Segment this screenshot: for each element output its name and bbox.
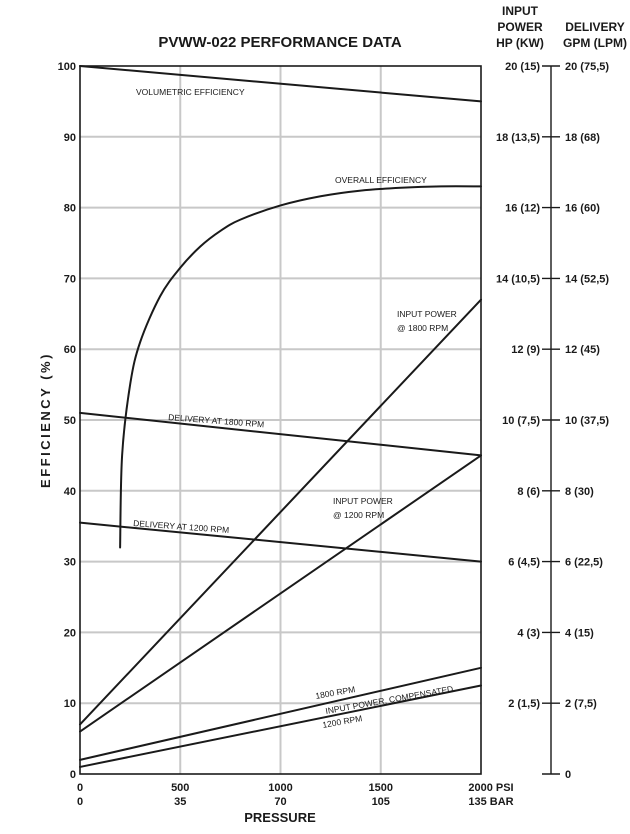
- delivery-tick-label: 18 (68): [565, 132, 600, 144]
- y-tick-label: 60: [64, 344, 76, 356]
- y-tick-label: 80: [64, 203, 76, 215]
- power-tick-label: 18 (13,5): [496, 132, 540, 144]
- label-input-power-1200-line-2: @ 1200 RPM: [333, 510, 384, 520]
- x-tick-label-bar: 35: [174, 796, 186, 808]
- grid-lines: [80, 66, 481, 774]
- delivery-tick-label: 2 (7,5): [565, 698, 597, 710]
- series-line-7: [79, 666, 482, 761]
- x-axis-ticks: 0 0 500 35 1000 70 1500 105 2000 PSI 135 BAR: [77, 782, 514, 808]
- y-tick-label: 30: [64, 557, 76, 569]
- y-tick-label: 90: [64, 132, 76, 144]
- delivery-tick-label: 10 (37,5): [565, 415, 609, 427]
- delivery-tick-label: 8 (30): [565, 486, 594, 498]
- series-line-5: [79, 454, 482, 733]
- y-tick-label: 70: [64, 273, 76, 285]
- power-tick-label: 4 (3): [517, 627, 540, 639]
- label-input-power-1200-line-1: INPUT POWER: [333, 496, 393, 506]
- delivery-tick-label: 6 (22,5): [565, 557, 603, 569]
- x-tick-label-psi: 2000 PSI: [468, 782, 513, 794]
- x-tick-label-bar: 70: [274, 796, 286, 808]
- delivery-tick-label: 14 (52,5): [565, 273, 609, 285]
- power-tick-label: 14 (10,5): [496, 273, 540, 285]
- series-line-6: [79, 521, 482, 563]
- series-line-3: [79, 298, 482, 726]
- delivery-header-line-2: GPM (LPM): [563, 36, 627, 50]
- label-input-power-1800-line-2: @ 1800 RPM: [397, 323, 448, 333]
- x-axis-label: PRESSURE: [244, 810, 316, 825]
- chart-title: PVWW-022 PERFORMANCE DATA: [158, 34, 401, 51]
- y-tick-label: 100: [58, 61, 76, 73]
- series-line-8: [79, 684, 482, 768]
- delivery-tick-label: 12 (45): [565, 344, 600, 356]
- power-header-line-1: INPUT: [502, 4, 539, 18]
- label-input-power-1800-line-1: INPUT POWER: [397, 309, 457, 319]
- x-tick-label-bar: 0: [77, 796, 83, 808]
- x-tick-label-psi: 0: [77, 782, 83, 794]
- delivery-tick-label: 20 (75,5): [565, 61, 609, 73]
- power-tick-label: 20 (15): [505, 61, 540, 73]
- label-volumetric-efficiency: VOLUMETRIC EFFICIENCY: [136, 87, 245, 97]
- power-header-line-2: POWER: [497, 20, 543, 34]
- plot-frame: [79, 65, 482, 775]
- y-tick-label: 10: [64, 698, 76, 710]
- chart-series: [79, 65, 482, 768]
- power-header-line-3: HP (KW): [496, 36, 544, 50]
- y-axis-ticks: 0 10 20 30 40 50 60 70 80 90 100: [58, 61, 76, 781]
- y-tick-label: 40: [64, 486, 76, 498]
- delivery-tick-label: 4 (15): [565, 627, 594, 639]
- power-tick-label: 2 (1,5): [508, 698, 540, 710]
- series-line-4: [79, 411, 482, 457]
- series-annotations: VOLUMETRIC EFFICIENCY OVERALL EFFICIENCY…: [133, 87, 457, 730]
- y-tick-label: 0: [70, 769, 76, 781]
- delivery-tick-label: 0: [565, 769, 571, 781]
- x-tick-label-psi: 500: [171, 782, 189, 794]
- power-tick-label: 16 (12): [505, 203, 540, 215]
- series-line-2: [119, 185, 482, 549]
- x-tick-label-psi: 1000: [268, 782, 292, 794]
- series-line-1: [79, 65, 482, 103]
- delivery-header-line-1: DELIVERY: [565, 20, 625, 34]
- label-overall-efficiency: OVERALL EFFICIENCY: [335, 175, 427, 185]
- power-tick-label: 10 (7,5): [502, 415, 540, 427]
- y-tick-label: 20: [64, 627, 76, 639]
- y-tick-label: 50: [64, 415, 76, 427]
- y-axis-label: EFFICIENCY (%): [38, 352, 53, 488]
- x-tick-label-bar: 105: [372, 796, 390, 808]
- power-tick-label: 12 (9): [511, 344, 540, 356]
- right-axis-ticks: 0 2 (1,5) 2 (7,5) 4 (3) 4 (15) 6 (4,5) 6 (22,5…: [496, 61, 609, 781]
- x-tick-label-psi: 1500: [369, 782, 393, 794]
- x-tick-label-bar: 135 BAR: [468, 796, 513, 808]
- power-tick-label: 6 (4,5): [508, 557, 540, 569]
- power-tick-label: 8 (6): [517, 486, 540, 498]
- delivery-axis-header: DELIVERY GPM (LPM): [563, 20, 627, 50]
- power-axis-header: INPUT POWER HP (KW): [496, 4, 544, 50]
- delivery-tick-label: 16 (60): [565, 203, 600, 215]
